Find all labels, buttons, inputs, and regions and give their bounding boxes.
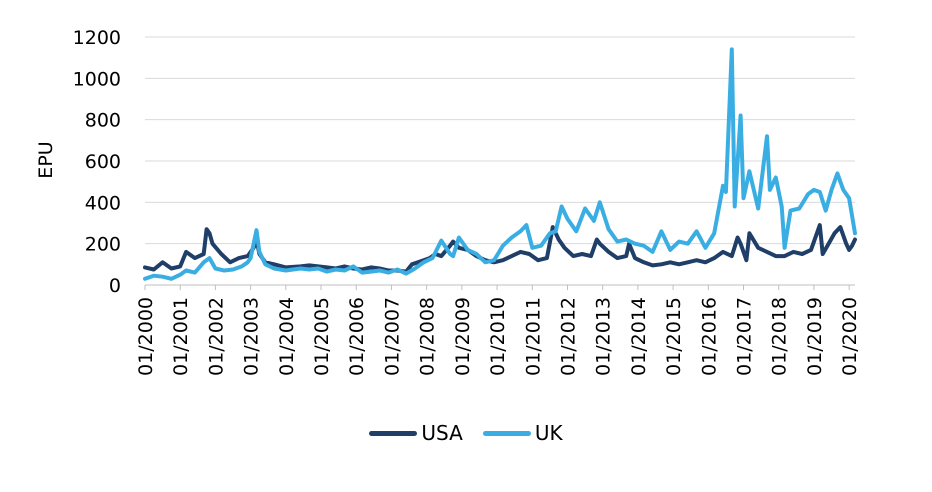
- x-tick-label: 01/2016: [698, 297, 720, 376]
- x-tick-label: 01/2005: [311, 297, 333, 376]
- x-tick-label: 01/2015: [663, 297, 685, 376]
- x-tick-label: 01/2019: [804, 297, 826, 376]
- gridlines: [145, 36, 855, 245]
- x-tick-label: 01/2008: [417, 297, 439, 376]
- x-tick-label: 01/2014: [628, 297, 650, 376]
- x-tick-label: 01/2017: [734, 297, 756, 376]
- x-tick-label: 01/2000: [135, 297, 157, 376]
- y-axis-title: EPU: [35, 141, 57, 178]
- series-line-uk: [143, 47, 857, 281]
- x-axis-tick-labels: 01/2000 01/2001 01/2002 01/2003 01/2004 01/20…: [135, 285, 861, 376]
- x-tick-label: 01/2018: [769, 297, 791, 376]
- y-tick-label: 0: [109, 275, 121, 297]
- legend-label-usa: USA: [421, 421, 463, 445]
- series-lines: [143, 47, 857, 281]
- y-axis-tick-labels: 0 200 400 600 800 1000 1200: [73, 27, 121, 297]
- x-tick-label: 01/2010: [487, 297, 509, 376]
- legend-item-usa: USA: [369, 421, 463, 445]
- x-tick-label: 01/2004: [276, 297, 298, 376]
- x-tick-label: 01/2003: [241, 297, 263, 376]
- x-tick-label: 01/2002: [205, 297, 227, 376]
- y-tick-label: 800: [85, 110, 121, 132]
- y-tick-label: 1000: [73, 68, 121, 90]
- x-tick-label: 01/2013: [593, 297, 615, 376]
- x-tick-label: 01/2020: [839, 297, 861, 376]
- x-tick-label: 01/2006: [346, 297, 368, 376]
- legend-label-uk: UK: [534, 421, 563, 445]
- y-tick-label: 600: [85, 151, 121, 173]
- y-tick-label: 1200: [73, 27, 121, 49]
- x-tick-label: 01/2001: [170, 297, 192, 376]
- x-tick-label: 01/2009: [452, 297, 474, 376]
- legend: USA UK: [0, 418, 932, 448]
- y-tick-label: 400: [85, 192, 121, 214]
- legend-item-uk: UK: [482, 421, 563, 445]
- legend-swatch-usa: [369, 430, 418, 436]
- y-tick-label: 200: [85, 234, 121, 256]
- x-tick-label: 01/2011: [522, 297, 544, 376]
- legend-swatch-uk: [482, 430, 531, 436]
- x-tick-label: 01/2007: [381, 297, 403, 376]
- x-tick-label: 01/2012: [557, 297, 579, 376]
